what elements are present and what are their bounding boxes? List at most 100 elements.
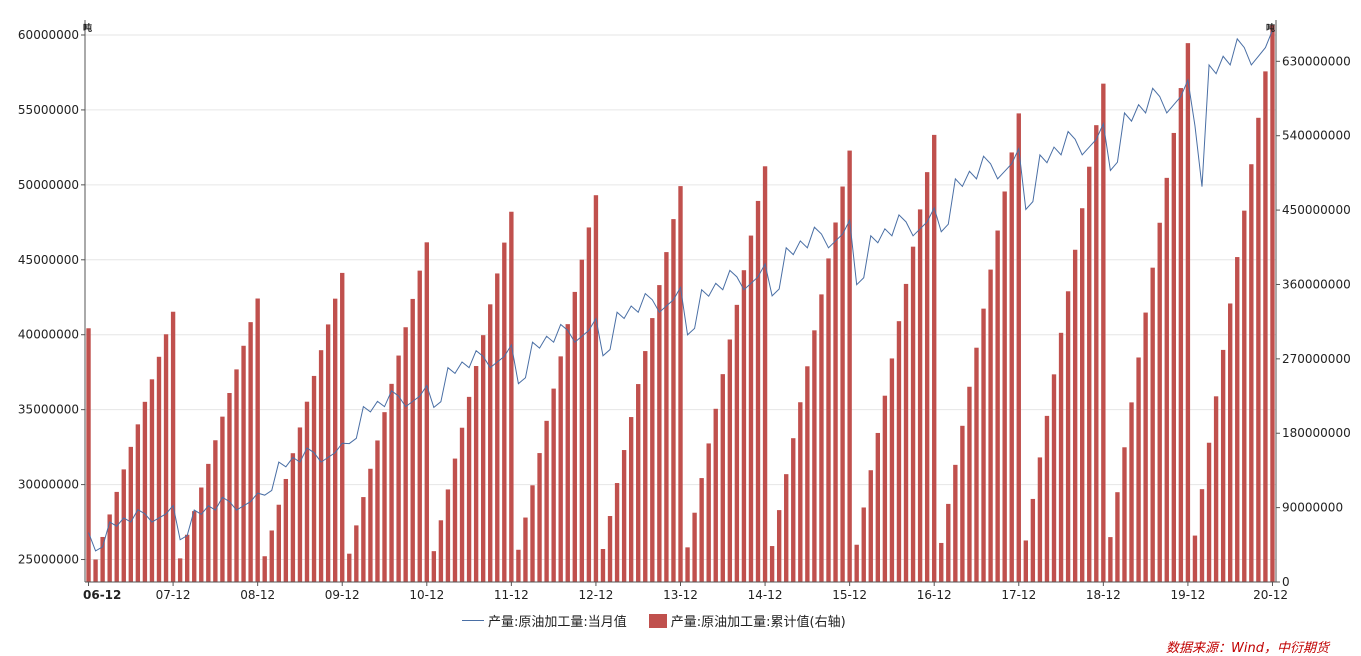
bar — [163, 334, 169, 582]
bar — [121, 469, 126, 582]
bar — [706, 443, 711, 582]
bar — [579, 259, 585, 582]
left-unit-label: 吨 — [83, 22, 92, 34]
bar — [1087, 166, 1092, 582]
bar — [1235, 257, 1240, 582]
bar — [495, 273, 500, 582]
bar — [100, 536, 105, 582]
bar — [628, 417, 634, 582]
bar — [149, 379, 155, 582]
bar — [227, 393, 232, 582]
legend-item-bar: 产量:原油加工量:累计值(右轴) — [648, 611, 846, 630]
bar — [932, 134, 937, 582]
axes: 25000000 30000000 35000000 40000000 45000000… — [18, 20, 1351, 602]
line-series — [88, 30, 1273, 552]
bar — [170, 311, 176, 582]
bar — [269, 530, 274, 582]
bar — [396, 355, 401, 582]
bar — [1037, 457, 1043, 582]
bar — [607, 516, 613, 582]
bar — [875, 432, 881, 582]
bar — [882, 395, 888, 582]
bar — [1030, 498, 1036, 582]
bar — [1171, 132, 1176, 582]
bar — [220, 416, 225, 582]
bar — [290, 453, 296, 582]
bar — [981, 308, 986, 582]
bar — [762, 166, 768, 583]
bar — [720, 374, 725, 582]
left-tick-label: 35000000 — [18, 403, 79, 417]
bar — [614, 483, 620, 582]
bar — [107, 514, 112, 582]
right-tick-label: 450000000 — [1282, 203, 1351, 217]
right-tick-label: 0 — [1282, 575, 1290, 589]
bar — [558, 356, 563, 582]
bar — [354, 525, 359, 582]
bar — [530, 485, 535, 582]
bar — [502, 242, 507, 582]
x-tick-label: 07-12 — [156, 588, 191, 602]
legend-line-swatch — [462, 620, 484, 621]
bar — [861, 507, 866, 582]
bar — [734, 304, 740, 582]
bar — [960, 425, 965, 582]
right-tick-label: 360000000 — [1282, 277, 1351, 291]
bar — [953, 464, 958, 582]
bar — [650, 318, 655, 582]
x-tick-label: 12-12 — [578, 588, 613, 602]
bar — [967, 386, 972, 582]
bar — [917, 209, 923, 582]
bar — [657, 285, 662, 582]
bar — [142, 401, 148, 582]
bar — [1080, 208, 1085, 583]
bar — [1157, 222, 1162, 582]
bar — [685, 547, 690, 582]
bar — [1044, 415, 1050, 582]
bar — [417, 270, 422, 582]
bar — [636, 384, 641, 582]
bar — [713, 408, 718, 582]
bar — [234, 369, 239, 582]
bar — [1072, 249, 1078, 582]
bar — [333, 298, 338, 582]
bar — [988, 269, 993, 582]
bar — [643, 351, 648, 582]
bar — [1164, 177, 1169, 583]
x-tick-label: 13-12 — [663, 588, 698, 602]
bar — [699, 478, 704, 582]
bar — [185, 534, 190, 582]
bar — [1220, 349, 1226, 582]
bar — [241, 345, 246, 582]
bar — [1023, 540, 1028, 582]
bar — [128, 446, 133, 582]
bar — [93, 559, 98, 582]
bar — [819, 294, 824, 582]
bar — [1242, 210, 1247, 582]
bar — [276, 504, 281, 582]
bar — [671, 219, 676, 583]
bar — [565, 324, 570, 582]
bar — [748, 235, 754, 582]
x-tick-label: 09-12 — [325, 588, 360, 602]
bar — [769, 546, 775, 582]
bar — [431, 551, 437, 582]
bar — [833, 222, 838, 583]
bar — [903, 283, 909, 582]
right-unit-label: 吨 — [1266, 22, 1275, 34]
bar — [114, 491, 119, 582]
bar — [1256, 117, 1261, 583]
bar — [480, 335, 486, 582]
bar — [854, 544, 859, 582]
bar — [727, 339, 733, 582]
bar — [910, 246, 916, 582]
left-tick-label: 30000000 — [18, 478, 79, 492]
bar — [382, 412, 387, 582]
bar — [361, 497, 366, 582]
bar — [1249, 164, 1254, 582]
right-tick-label: 180000000 — [1282, 426, 1351, 440]
bar — [868, 470, 873, 582]
bar — [1065, 291, 1071, 582]
bar — [784, 474, 789, 582]
